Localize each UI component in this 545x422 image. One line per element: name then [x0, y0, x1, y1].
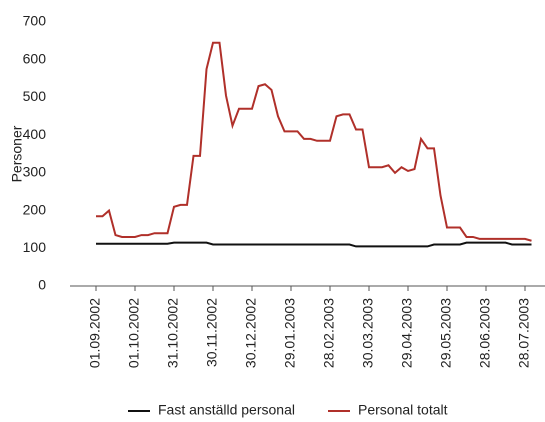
x-tick-label: 29.01.2003 — [282, 298, 298, 368]
x-tick-label: 28.06.2003 — [477, 298, 493, 368]
legend-label: Personal totalt — [358, 402, 448, 418]
legend-label: Fast anställd personal — [158, 402, 295, 418]
y-tick-label: 600 — [23, 50, 47, 66]
series-line — [96, 41, 532, 242]
y-tick-label: 700 — [23, 13, 47, 29]
y-tick-label: 500 — [23, 88, 47, 104]
y-tick-label: 300 — [23, 164, 47, 180]
y-tick-label: 200 — [23, 201, 47, 217]
x-tick-label: 29.05.2003 — [438, 298, 454, 368]
series-line — [96, 241, 532, 248]
x-tick-label: 01.10.2002 — [126, 298, 142, 368]
x-tick-label: 31.10.2002 — [165, 298, 181, 368]
x-tick-label: 30.11.2002 — [204, 298, 220, 367]
y-axis-label: Personer — [9, 125, 25, 182]
x-tick-label: 28.02.2003 — [321, 298, 337, 368]
x-tick-label: 29.04.2003 — [399, 298, 415, 368]
x-tick-label: 30.12.2002 — [243, 298, 259, 368]
x-tick-label: 01.09.2002 — [87, 298, 103, 368]
x-tick-label: 30.03.2003 — [360, 298, 376, 368]
y-tick-label: 0 — [38, 277, 46, 293]
y-tick-label: 400 — [23, 126, 47, 142]
y-tick-label: 100 — [23, 239, 47, 255]
x-tick-label: 28.07.2003 — [516, 298, 532, 368]
